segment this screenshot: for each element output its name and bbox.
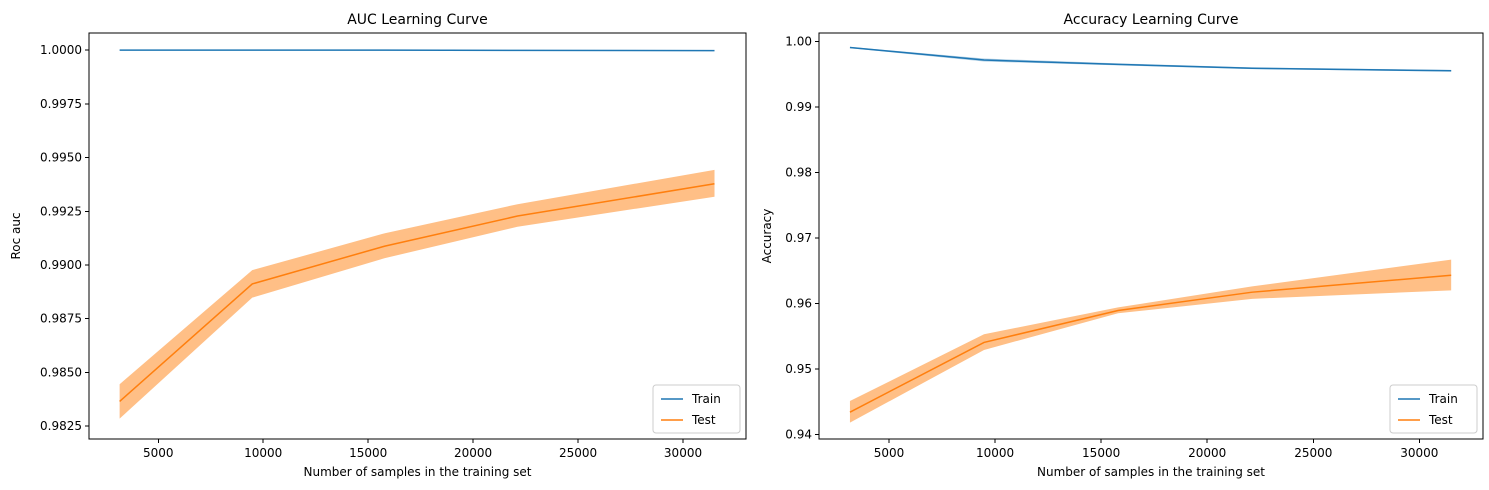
band-test — [849, 259, 1452, 423]
legend: Train Test — [1389, 384, 1478, 434]
y-tick-label: 0.9825 — [40, 419, 82, 433]
y-tick-label: 0.96 — [785, 296, 812, 310]
legend-label-test: Test — [1428, 413, 1453, 427]
y-tick-label: 0.99 — [785, 100, 812, 114]
y-axis-label: Roc auc — [9, 212, 23, 259]
x-axis-label: Number of samples in the training set — [1037, 465, 1265, 479]
y-tick-label: 0.9850 — [40, 365, 82, 379]
axes-frame — [88, 32, 747, 440]
legend-label-test: Test — [691, 413, 716, 427]
y-tick-label: 0.98 — [785, 165, 812, 179]
axes-frame — [818, 32, 1484, 440]
chart-auc: 5000 10000 15000 20000 25000 30000 0.9825 0.985… — [9, 12, 747, 479]
line-test — [119, 183, 715, 402]
y-tick-label: 0.95 — [785, 362, 812, 376]
legend: Train Test — [652, 384, 741, 434]
x-tick-label: 10000 — [976, 446, 1014, 460]
band-test — [119, 169, 715, 419]
x-tick-label: 20000 — [454, 446, 492, 460]
y-tick-label: 0.9975 — [40, 97, 82, 111]
chart-accuracy: 5000 10000 15000 20000 25000 30000 0.94 0.95 0.9… — [760, 12, 1484, 479]
x-axis-label: Number of samples in the training set — [304, 465, 532, 479]
y-tick-label: 0.9950 — [40, 151, 82, 165]
legend-label-train: Train — [691, 392, 721, 406]
chart-title: AUC Learning Curve — [347, 12, 488, 28]
x-tick-label: 15000 — [349, 446, 387, 460]
x-tick-label: 25000 — [559, 446, 597, 460]
y-axis-label: Accuracy — [760, 209, 774, 264]
x-tick-label: 5000 — [143, 446, 174, 460]
x-tick-label: 25000 — [1294, 446, 1332, 460]
y-tick-label: 0.9900 — [40, 258, 82, 272]
x-tick-label: 10000 — [244, 446, 282, 460]
y-tick-label: 1.00 — [785, 35, 812, 49]
x-tick-label: 15000 — [1082, 446, 1120, 460]
line-train — [849, 46, 1452, 72]
x-tick-label: 30000 — [1400, 446, 1438, 460]
line-test — [849, 274, 1452, 413]
x-tick-label: 20000 — [1188, 446, 1226, 460]
plot-area — [119, 49, 715, 419]
y-tick-label: 0.94 — [785, 427, 812, 441]
x-tick-label: 30000 — [664, 446, 702, 460]
plot-area — [849, 46, 1452, 423]
y-tick-label: 0.97 — [785, 231, 812, 245]
legend-label-train: Train — [1428, 392, 1458, 406]
band-train — [849, 46, 1452, 72]
y-tick-label: 0.9875 — [40, 312, 82, 326]
legend-box — [1389, 384, 1478, 434]
x-tick-label: 5000 — [874, 446, 905, 460]
chart-title: Accuracy Learning Curve — [1064, 12, 1239, 28]
y-tick-label: 1.0000 — [40, 43, 82, 57]
legend-box — [652, 384, 741, 434]
y-tick-label: 0.9925 — [40, 204, 82, 218]
